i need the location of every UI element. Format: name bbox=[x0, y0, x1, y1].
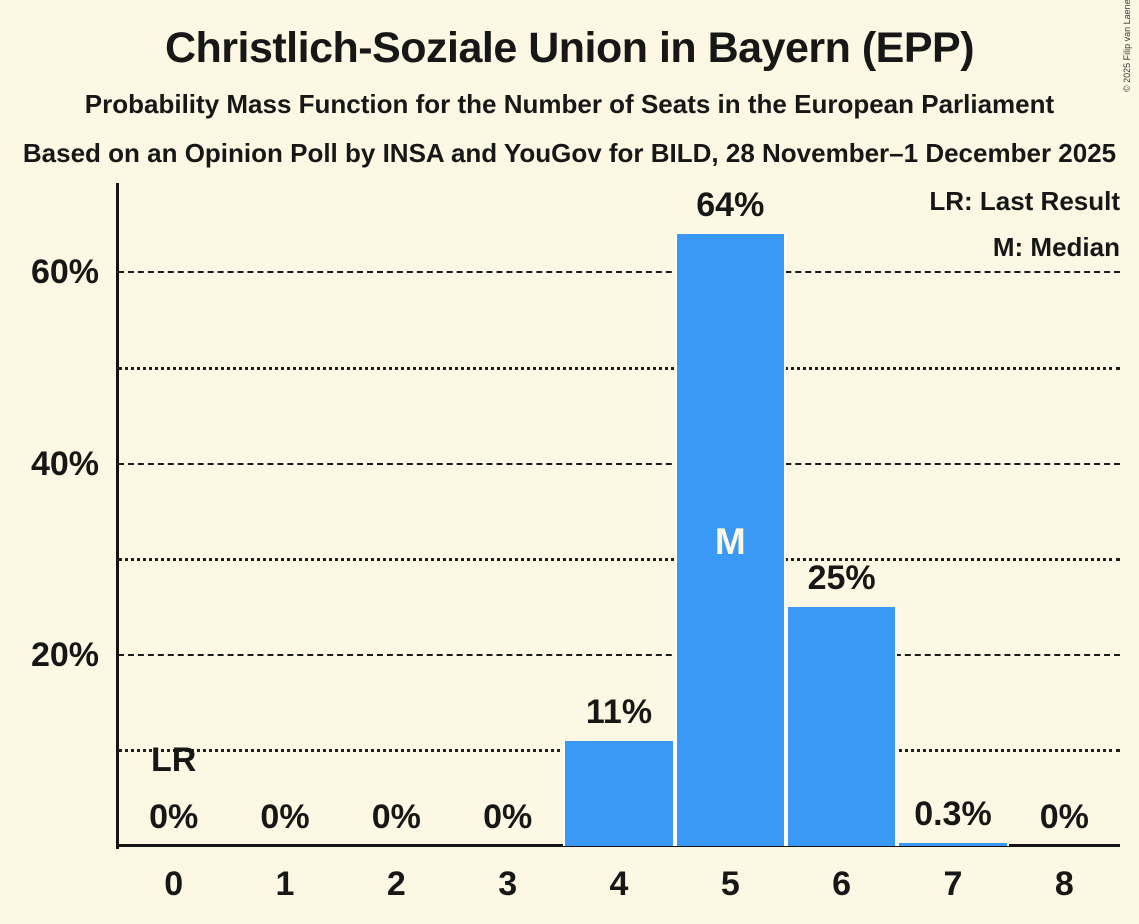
bar-slot-7: 0.3% bbox=[897, 183, 1009, 846]
bar-slot-6: 25% bbox=[785, 183, 898, 846]
x-axis-tick-labels: 0 1 2 3 4 5 6 7 8 bbox=[118, 864, 1120, 904]
x-tick-label-0: 0 bbox=[164, 865, 184, 903]
bar-value-label-7: 0.3% bbox=[914, 795, 992, 834]
chart-source-line: Based on an Opinion Poll by INSA and You… bbox=[22, 138, 1117, 168]
x-tick-label-5: 5 bbox=[720, 865, 740, 903]
gridline-solid-60 bbox=[118, 271, 1120, 274]
bar-value-label-6: 25% bbox=[807, 559, 876, 597]
bar-5 bbox=[674, 234, 786, 846]
x-tick-label-3: 3 bbox=[498, 865, 518, 903]
bar-value-label-5: 64% bbox=[696, 186, 765, 225]
gridline-solid-40 bbox=[118, 462, 1120, 465]
bar-7 bbox=[897, 843, 1009, 846]
chart-legend: LR: Last Result M: Median bbox=[929, 178, 1120, 270]
bar-value-label-1: 0% bbox=[260, 798, 310, 836]
gridline-dotted-50 bbox=[118, 366, 1120, 370]
bar-slot-4: 11% bbox=[563, 183, 675, 846]
bar-4 bbox=[563, 740, 675, 846]
y-tick-label-40: 40% bbox=[30, 444, 99, 483]
bar-slot-3: 0% bbox=[452, 183, 563, 846]
bar-value-label-3: 0% bbox=[483, 798, 533, 836]
bar-slot-5: 64% M bbox=[674, 183, 786, 846]
bar-6 bbox=[785, 607, 898, 846]
y-tick-label-60: 60% bbox=[30, 253, 99, 292]
y-axis-line bbox=[116, 183, 119, 849]
median-marker: M bbox=[714, 521, 746, 562]
plot-area: 0% LR 0% 0% 0% 11% 64% M 25% 0.3% 0% bbox=[118, 183, 1120, 846]
legend-median: M: Median bbox=[992, 232, 1120, 262]
x-tick-label-1: 1 bbox=[275, 865, 295, 903]
bar-slot-8: 0% bbox=[1009, 183, 1120, 846]
x-tick-label-7: 7 bbox=[943, 865, 963, 903]
last-result-marker: LR bbox=[151, 741, 197, 779]
bar-slot-0: 0% LR bbox=[118, 183, 229, 846]
chart-subtitle: Probability Mass Function for the Number… bbox=[84, 89, 1055, 119]
bar-value-label-0: 0% bbox=[149, 798, 199, 836]
bar-value-label-2: 0% bbox=[371, 798, 421, 836]
gridline-dotted-30 bbox=[118, 558, 1120, 562]
y-tick-label-20: 20% bbox=[30, 635, 99, 674]
x-tick-label-2: 2 bbox=[386, 865, 406, 903]
bar-value-label-4: 11% bbox=[585, 692, 653, 731]
x-tick-label-8: 8 bbox=[1054, 865, 1074, 903]
page-title: Christlich-Soziale Union in Bayern (EPP) bbox=[164, 24, 975, 72]
bar-slots: 0% LR 0% 0% 0% 11% 64% M 25% 0.3% 0% bbox=[118, 183, 1120, 846]
bar-value-label-8: 0% bbox=[1039, 798, 1089, 836]
x-tick-label-6: 6 bbox=[832, 865, 852, 903]
bar-slot-2: 0% bbox=[341, 183, 452, 846]
legend-last-result: LR: Last Result bbox=[929, 186, 1120, 216]
bar-slot-1: 0% bbox=[229, 183, 340, 846]
copyright-notice: © 2025 Filip van Laenen bbox=[1122, 0, 1132, 92]
x-tick-label-4: 4 bbox=[609, 865, 629, 903]
gridline-solid-20 bbox=[118, 653, 1120, 656]
